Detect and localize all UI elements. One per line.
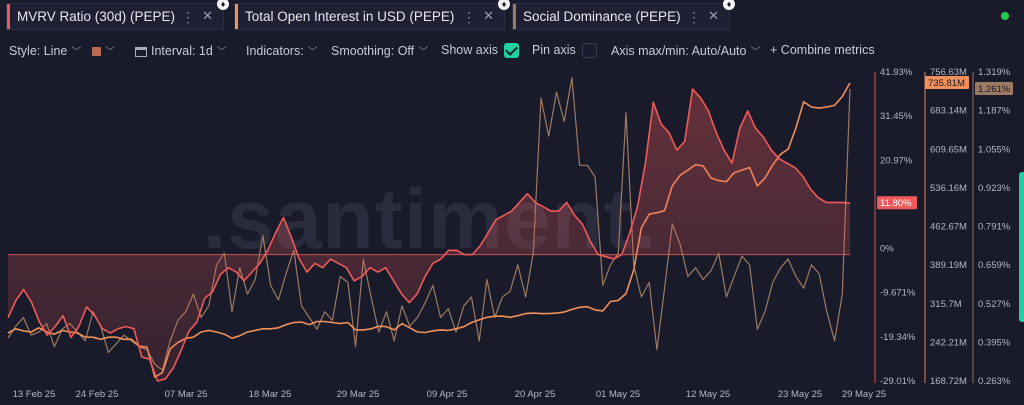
open-interest-axis-tick: 609.65M	[930, 144, 967, 155]
axis-maxmin-dropdown[interactable]: Axis max/min: Auto/Auto ﹀	[611, 43, 760, 58]
tab-label: MVRV Ratio (30d) (PEPE)	[17, 9, 176, 24]
close-icon[interactable]: ✕	[202, 8, 213, 23]
metric-tabs: MVRV Ratio (30d) (PEPE) ⋮ ✕ ♦ Total Open…	[0, 0, 1024, 34]
info-icon[interactable]: ♦	[723, 0, 735, 10]
social-dominance-axis-tick: 0.527%	[978, 299, 1011, 310]
mvrv-axis-tick: -9.671%	[880, 288, 916, 299]
chart-toolbar: Style: Line ﹀ ﹀ Interval: 1d ﹀ Indicators:…	[0, 40, 1024, 62]
close-icon[interactable]: ✕	[708, 8, 719, 23]
x-axis-tick: 01 May 25	[596, 389, 640, 400]
more-icon[interactable]: ⋮	[181, 9, 195, 25]
pin-axis-checkbox[interactable]	[581, 43, 597, 59]
mvrv-axis-tick: -29.01%	[880, 376, 916, 387]
plot-group	[7, 77, 851, 382]
plus-icon: +	[770, 43, 778, 57]
info-icon[interactable]: ♦	[217, 0, 229, 10]
mvrv-axis-tick: -19.34%	[880, 332, 916, 343]
show-axis-toggle[interactable]: Show axis	[441, 43, 519, 59]
combine-metrics-button[interactable]: + Combine metrics	[770, 43, 875, 57]
style-label: Style: Line	[9, 44, 68, 58]
color-swatch	[92, 47, 101, 57]
tab-color-accent	[7, 4, 10, 29]
x-axis-tick: 29 May 25	[842, 389, 886, 400]
series-line-mvrv	[7, 88, 851, 382]
x-axis-tick: 23 May 25	[778, 389, 822, 400]
open-interest-axis-tick: 389.19M	[930, 260, 967, 271]
x-axis-tick: 24 Feb 25	[76, 389, 119, 400]
tab-social-dominance[interactable]: Social Dominance (PEPE) ⋮ ✕ ♦	[512, 0, 735, 30]
chevron-down-icon: ﹀	[750, 47, 761, 58]
chevron-down-icon: ﹀	[105, 47, 115, 58]
social-dominance-axis-tick: 0.923%	[978, 183, 1011, 194]
x-axis-tick: 18 Mar 25	[249, 389, 292, 400]
indicators-dropdown[interactable]: Indicators: ﹀	[246, 43, 318, 58]
indicators-label: Indicators:	[246, 44, 304, 58]
tab-label: Total Open Interest in USD (PEPE)	[245, 9, 455, 24]
more-icon[interactable]: ⋮	[462, 9, 476, 25]
x-axis-tick: 29 Mar 25	[337, 389, 380, 400]
open-interest-current-value: 735.81M	[928, 78, 965, 89]
combine-label: Combine metrics	[780, 43, 875, 57]
smoothing-dropdown[interactable]: Smoothing: Off ﹀	[331, 43, 428, 58]
mvrv-current-badge	[877, 196, 917, 210]
open-interest-axis-tick: 168.72M	[930, 376, 967, 387]
tab-color-accent	[235, 4, 238, 29]
mvrv-axis-tick: 20.97%	[880, 155, 913, 166]
calendar-icon	[135, 46, 147, 57]
tab-color-accent	[513, 4, 516, 29]
live-status-dot	[1001, 12, 1009, 20]
interval-label: Interval: 1d	[151, 44, 213, 58]
open-interest-axis-tick: 315.7M	[930, 299, 962, 310]
social-dominance-axis-tick: 1.319%	[978, 67, 1011, 78]
more-icon[interactable]: ⋮	[687, 9, 701, 25]
chevron-down-icon: ﹀	[307, 47, 318, 58]
pin-axis-label: Pin axis	[532, 43, 576, 57]
chevron-down-icon: ﹀	[216, 47, 227, 58]
x-axis-tick: 12 May 25	[686, 389, 730, 400]
x-axis-tick: 13 Feb 25	[13, 389, 56, 400]
mvrv-axis-tick: 0%	[880, 244, 894, 255]
chevron-down-icon: ﹀	[71, 47, 82, 58]
social-dominance-axis-tick: 1.055%	[978, 144, 1011, 155]
pin-axis-toggle[interactable]: Pin axis	[532, 43, 597, 59]
tab-open-interest[interactable]: Total Open Interest in USD (PEPE) ⋮ ✕ ♦	[234, 0, 510, 30]
social-dominance-axis-tick: 0.791%	[978, 222, 1011, 233]
chevron-down-icon: ﹀	[418, 47, 429, 58]
tab-label: Social Dominance (PEPE)	[523, 9, 681, 24]
social-dominance-axis-tick: 1.187%	[978, 106, 1011, 117]
axes-group: 41.93%31.45%20.97%10.49%0%-9.671%-19.34%…	[13, 67, 1013, 400]
open-interest-current-badge	[925, 75, 969, 89]
close-icon[interactable]: ✕	[483, 8, 494, 23]
color-picker[interactable]: ﹀	[92, 43, 115, 58]
style-dropdown[interactable]: Style: Line ﹀	[9, 43, 81, 58]
open-interest-axis-tick: 756.63M	[930, 67, 967, 78]
social-dominance-current-badge	[975, 81, 1013, 95]
open-interest-axis-tick: 536.16M	[930, 183, 967, 194]
show-axis-checkbox[interactable]	[503, 43, 519, 59]
x-axis-tick: 07 Mar 25	[165, 389, 208, 400]
open-interest-axis-tick: 462.67M	[930, 222, 967, 233]
mvrv-current-value: 11.80%	[880, 198, 912, 209]
side-panel-handle[interactable]	[1019, 172, 1024, 322]
tab-mvrv[interactable]: MVRV Ratio (30d) (PEPE) ⋮ ✕ ♦	[6, 0, 229, 30]
show-axis-label: Show axis	[441, 43, 498, 57]
x-axis-tick: 09 Apr 25	[427, 389, 468, 400]
open-interest-axis-tick: 242.21M	[930, 337, 967, 348]
interval-dropdown[interactable]: Interval: 1d ﹀	[135, 43, 227, 58]
info-icon[interactable]: ♦	[498, 0, 510, 10]
axis-maxmin-label: Axis max/min: Auto/Auto	[611, 44, 747, 58]
smoothing-label: Smoothing: Off	[331, 44, 415, 58]
social-dominance-current-value: 1.261%	[978, 84, 1011, 95]
open-interest-axis-tick: 683.14M	[930, 106, 967, 117]
social-dominance-axis-tick: 0.659%	[978, 260, 1011, 271]
x-axis-tick: 20 Apr 25	[515, 389, 556, 400]
mvrv-axis-tick: 31.45%	[880, 111, 913, 122]
mvrv-axis-tick: 41.93%	[880, 67, 913, 78]
social-dominance-axis-tick: 0.263%	[978, 376, 1011, 387]
social-dominance-axis-tick: 0.395%	[978, 337, 1011, 348]
mvrv-area-fill	[8, 89, 850, 381]
